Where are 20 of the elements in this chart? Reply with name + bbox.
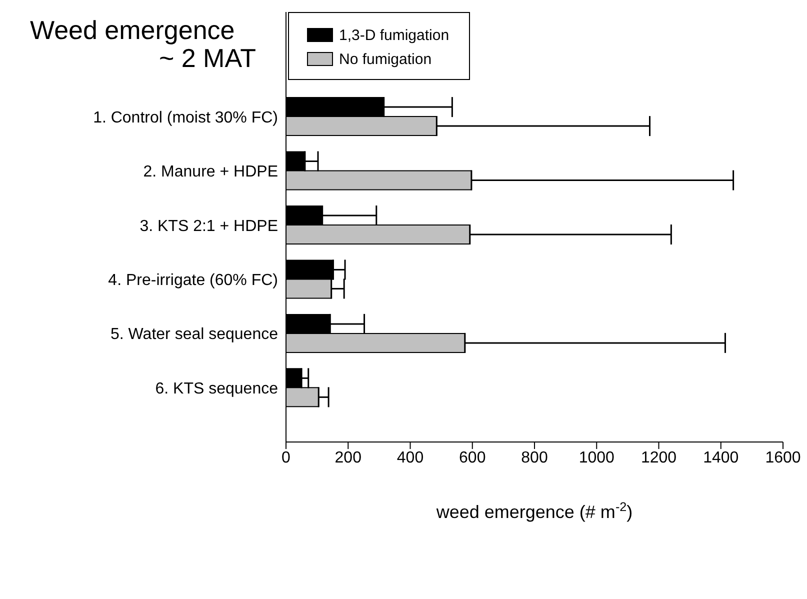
y-tick-label: 6. KTS sequence xyxy=(155,380,278,398)
x-tick-label: 1200 xyxy=(640,449,677,466)
y-tick-label: 2. Manure + HDPE xyxy=(143,164,278,181)
x-tick-label: 600 xyxy=(459,449,486,466)
legend-label: No fumigation xyxy=(339,50,432,68)
y-tick-label: 5. Water seal sequence xyxy=(110,326,278,344)
chart-title: Weed emergence xyxy=(30,15,236,45)
y-tick-label: 3. KTS 2:1 + HDPE xyxy=(140,218,278,235)
x-tick-label: 1400 xyxy=(703,449,739,466)
y-tick-label: 4. Pre-irrigate (60% FC) xyxy=(108,272,278,290)
legend-label: 1,3-D fumigation xyxy=(339,26,450,44)
x-tick-label: 800 xyxy=(521,449,548,466)
x-tick-label: 400 xyxy=(396,449,424,466)
x-tick-label: 200 xyxy=(334,449,362,466)
x-tick-label: 0 xyxy=(282,449,291,466)
x-tick-label: 1000 xyxy=(578,449,615,466)
y-tick-label: 1. Control (moist 30% FC) xyxy=(93,109,278,126)
chart-subtitle: ~ 2 MAT xyxy=(158,43,257,73)
x-tick-label: 1600 xyxy=(765,449,801,466)
x-axis-title: weed emergence (# m$^{-2}$) xyxy=(435,500,633,522)
